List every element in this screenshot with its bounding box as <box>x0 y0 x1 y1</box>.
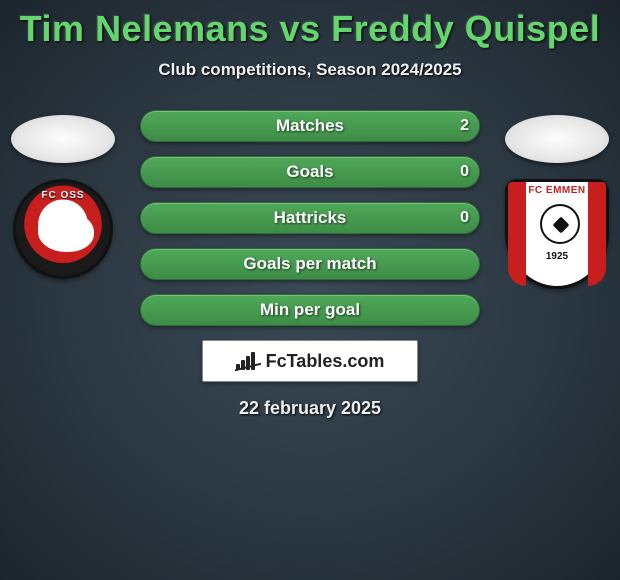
brand-box: FcTables.com <box>202 340 418 382</box>
player-right-panel: FC EMMEN 1925 <box>502 115 612 289</box>
club-right-year: 1925 <box>508 251 606 262</box>
player-left-panel: FC OSS <box>8 115 118 279</box>
subtitle: Club competitions, Season 2024/2025 <box>0 60 620 80</box>
stat-row-hattricks: Hattricks 0 <box>140 202 480 234</box>
player-left-silhouette <box>11 115 115 163</box>
club-left-code: FC OSS <box>16 190 110 201</box>
stat-row-mpg: Min per goal <box>140 294 480 326</box>
soccer-ball-icon <box>540 204 580 244</box>
club-logo-right: FC EMMEN 1925 <box>505 179 609 289</box>
stat-row-matches: Matches 2 <box>140 110 480 142</box>
club-logo-left: FC OSS <box>13 179 113 279</box>
player-right-silhouette <box>505 115 609 163</box>
stat-label: Hattricks <box>274 208 347 228</box>
stat-row-gpm: Goals per match <box>140 248 480 280</box>
stat-right-value: 0 <box>460 203 469 233</box>
stat-label: Min per goal <box>260 300 360 320</box>
date-line: 22 february 2025 <box>0 398 620 419</box>
stats-panel: Matches 2 Goals 0 Hattricks 0 Goals per … <box>140 110 480 326</box>
stat-row-goals: Goals 0 <box>140 156 480 188</box>
stat-label: Matches <box>276 116 344 136</box>
stat-label: Goals <box>286 162 333 182</box>
page-title: Tim Nelemans vs Freddy Quispel <box>0 0 620 50</box>
bar-chart-icon <box>236 352 260 370</box>
stat-right-value: 2 <box>460 111 469 141</box>
stat-label: Goals per match <box>243 254 376 274</box>
brand-text: FcTables.com <box>266 351 385 372</box>
club-right-code: FC EMMEN <box>508 185 606 196</box>
stat-right-value: 0 <box>460 157 469 187</box>
